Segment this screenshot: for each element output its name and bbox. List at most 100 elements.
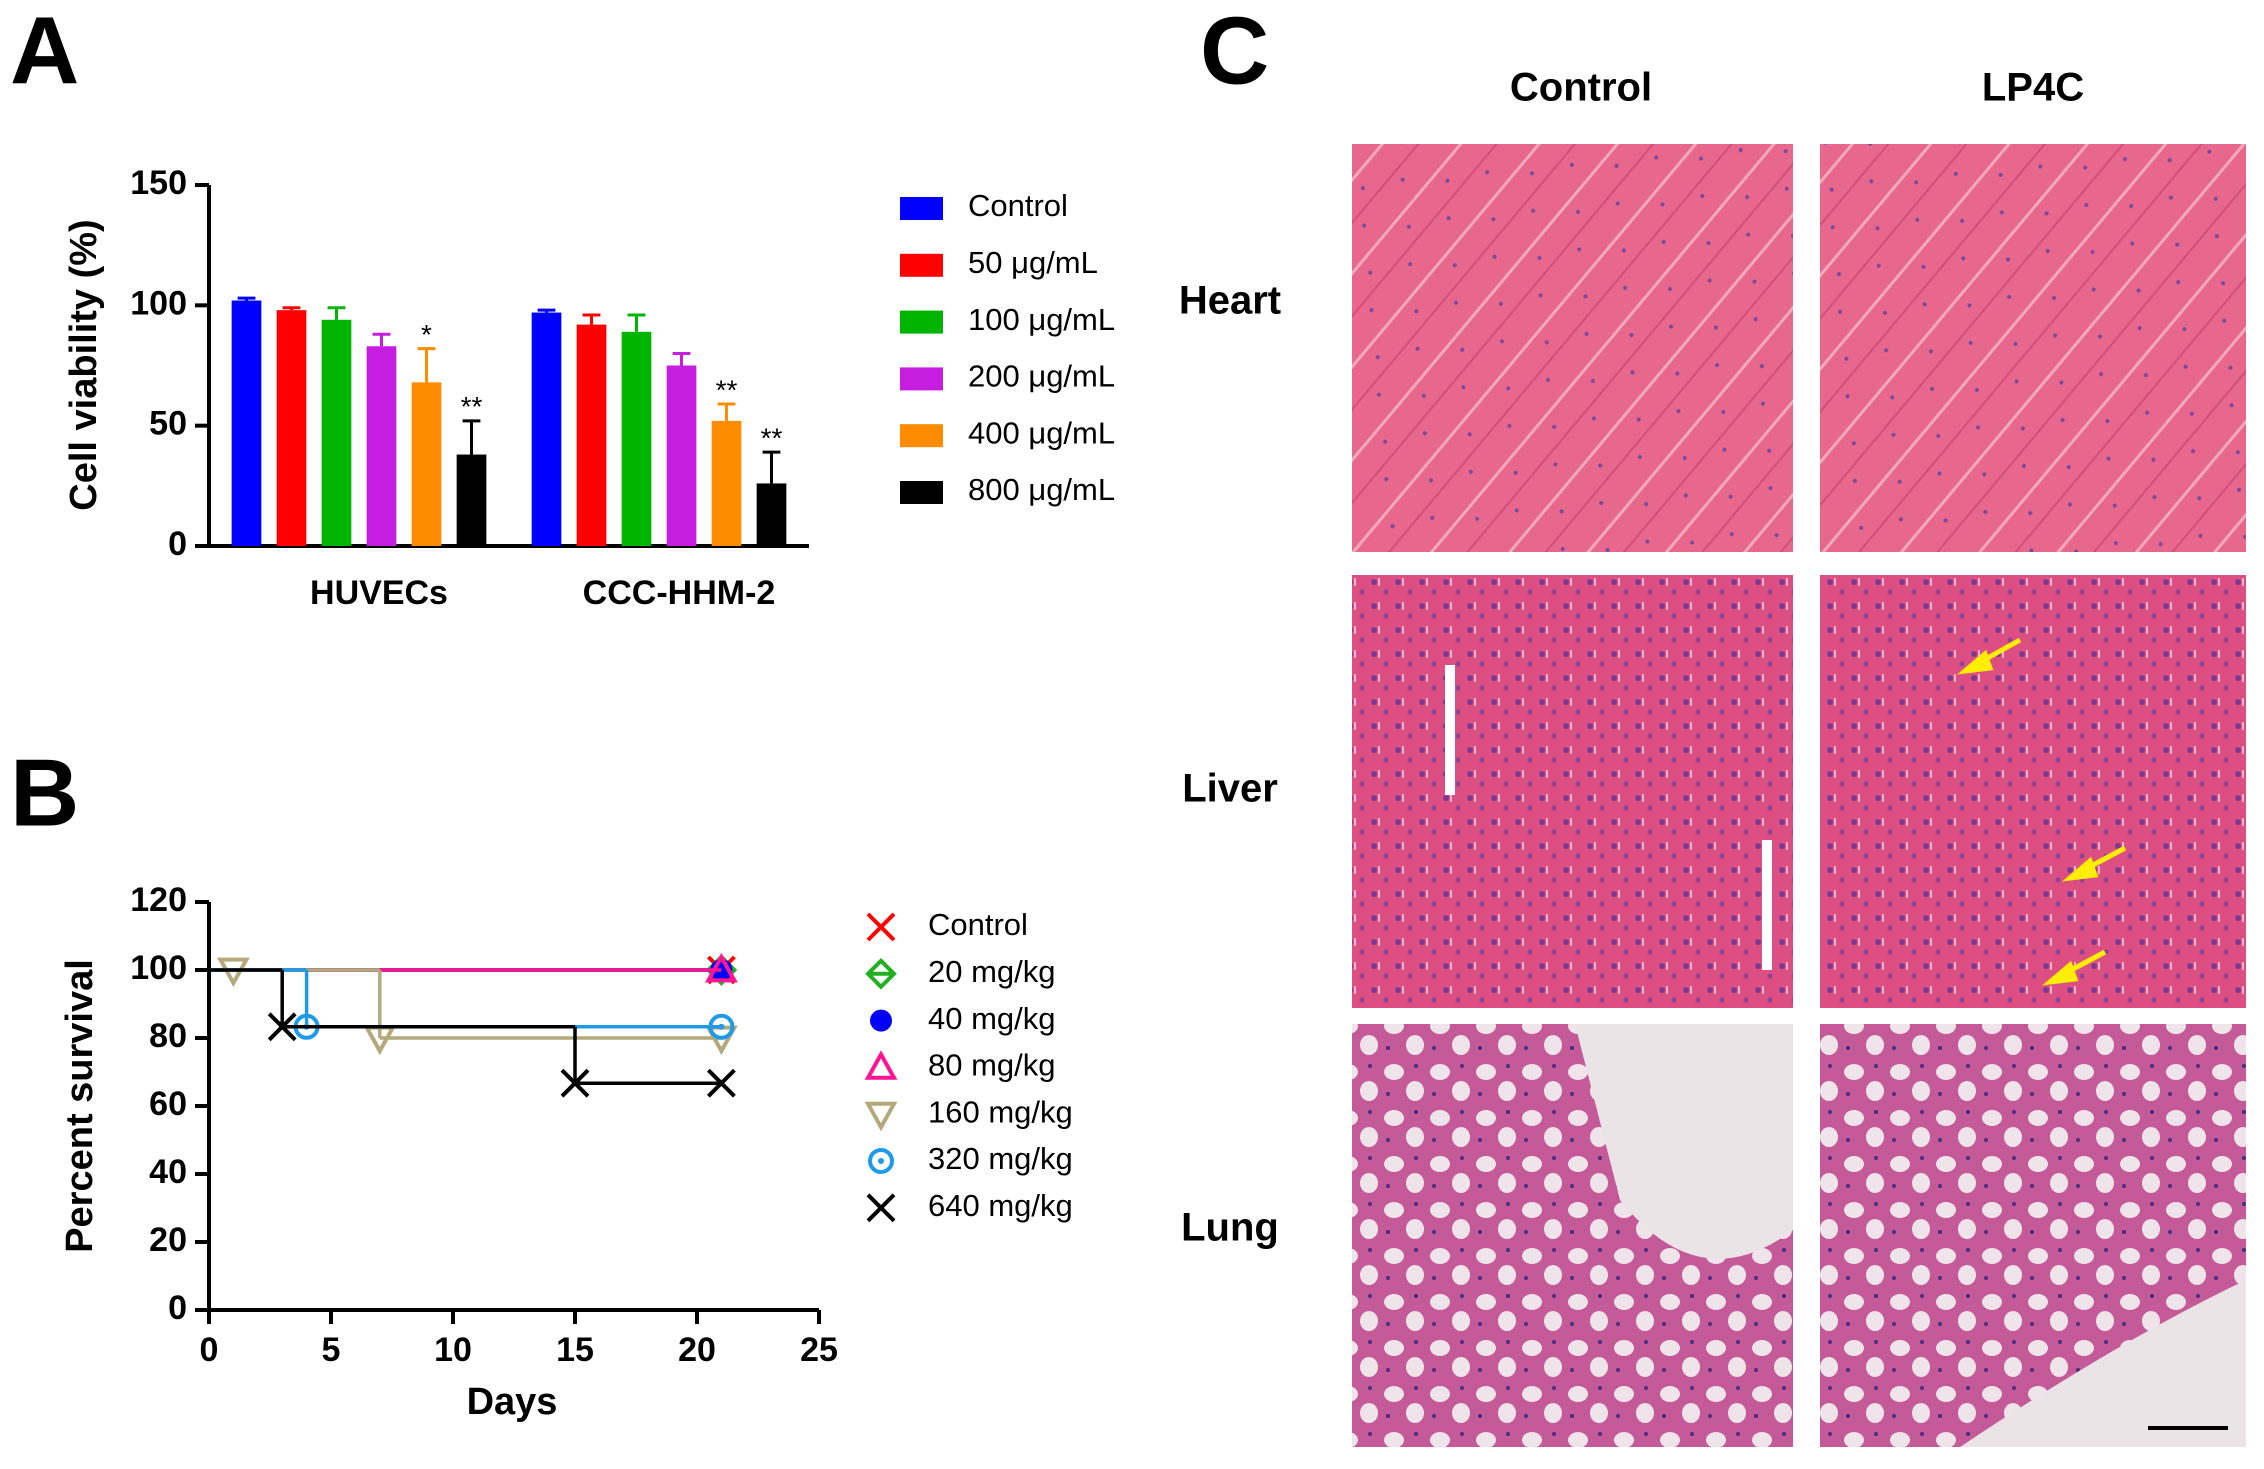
significance: * — [421, 319, 432, 350]
legend-swatch — [900, 253, 943, 277]
significance: ** — [761, 423, 783, 454]
y-tick-label: 150 — [130, 164, 187, 202]
vessel — [1762, 840, 1772, 970]
legend-label: 80 mg/kg — [928, 1048, 1056, 1083]
legend-label: 400 μg/mL — [968, 415, 1115, 450]
y-tick-label: 20 — [149, 1221, 187, 1259]
x-tick-label: 0 — [200, 1331, 219, 1369]
x-tick-label: HUVECs — [310, 574, 448, 612]
liver-control-image — [1352, 575, 1793, 1008]
legend-swatch — [900, 367, 943, 391]
legend-label: 800 μg/mL — [968, 472, 1115, 507]
x-tick-label: 25 — [800, 1331, 838, 1369]
marker — [866, 912, 896, 942]
legend-swatch — [900, 481, 943, 504]
x-tick-label: 10 — [434, 1331, 472, 1369]
bar — [411, 382, 442, 546]
legend-label: 40 mg/kg — [928, 1001, 1056, 1036]
error-bar — [627, 313, 646, 332]
legend-label: 20 mg/kg — [928, 954, 1056, 989]
error-bar — [372, 332, 391, 347]
error-bar — [537, 308, 556, 313]
marker — [267, 1012, 297, 1042]
y-tick-label: 100 — [130, 949, 187, 987]
bar — [231, 300, 262, 546]
marker — [864, 1050, 898, 1080]
x-tick-label: 5 — [322, 1331, 341, 1369]
legend-swatch — [900, 197, 943, 220]
y-tick-label: 0 — [168, 1289, 187, 1327]
marker — [866, 1193, 896, 1223]
bar — [576, 324, 607, 546]
x-tick-label: 15 — [556, 1331, 594, 1369]
vessel — [1445, 665, 1455, 795]
y-tick-label: 80 — [149, 1017, 187, 1055]
lung-lumen — [1960, 1280, 2246, 1447]
y-tick-label: 100 — [130, 284, 187, 322]
error-bar — [417, 347, 436, 383]
liver-lp4c-image — [1820, 575, 2246, 1008]
legend-swatch — [900, 310, 943, 334]
column-title: Control — [1510, 66, 1652, 110]
bar — [531, 312, 562, 546]
row-label: Liver — [1182, 767, 1278, 811]
marker — [870, 1009, 892, 1032]
marker — [864, 1101, 898, 1132]
legend-label: 160 mg/kg — [928, 1094, 1073, 1129]
error-bar — [582, 313, 601, 325]
error-bar — [282, 306, 301, 311]
bar — [666, 365, 697, 546]
significance: ** — [461, 391, 483, 422]
y-tick-label: 60 — [149, 1085, 187, 1123]
x-axis-label: Days — [467, 1381, 558, 1423]
y-axis-label: Percent survival — [59, 959, 101, 1253]
error-bar — [462, 419, 481, 455]
histology-panel — [1352, 144, 2246, 1447]
x-tick-label: CCC-HHM-2 — [583, 574, 776, 612]
legend-label: 50 μg/mL — [968, 245, 1098, 280]
significance: ** — [716, 374, 738, 405]
panel-letter: B — [10, 739, 79, 846]
legend-label: 100 μg/mL — [968, 302, 1115, 337]
row-label: Lung — [1181, 1206, 1279, 1250]
lung-lumen — [1575, 1024, 1793, 1259]
legend-label: 200 μg/mL — [968, 359, 1115, 394]
marker — [705, 952, 738, 983]
y-tick-label: 40 — [149, 1153, 187, 1191]
legend-swatch — [900, 424, 943, 448]
bar — [366, 346, 397, 546]
marker — [708, 1013, 735, 1040]
panel-letter: A — [10, 0, 79, 104]
bar — [321, 319, 352, 546]
column-title: LP4C — [1982, 66, 2084, 110]
row-label: Heart — [1179, 279, 1281, 323]
arrows — [1957, 637, 2127, 986]
error-bar — [717, 402, 736, 421]
error-bar — [327, 306, 346, 320]
y-axis-label: Cell viability (%) — [63, 219, 105, 510]
bar — [621, 331, 652, 546]
y-tick-label: 50 — [149, 405, 187, 443]
error-bar — [237, 296, 256, 301]
error-bar — [762, 450, 781, 484]
legend-label: Control — [968, 188, 1068, 223]
legend-label: 640 mg/kg — [928, 1188, 1073, 1223]
error-bar — [672, 351, 691, 366]
legend-label: Control — [928, 907, 1028, 942]
x-tick-label: 20 — [678, 1331, 716, 1369]
y-tick-label: 120 — [130, 881, 187, 919]
marker — [868, 1148, 894, 1174]
bar — [276, 310, 307, 546]
bar — [456, 454, 487, 546]
bar — [756, 483, 787, 546]
heart-control-image — [1352, 144, 1793, 552]
marker — [560, 1068, 590, 1098]
y-tick-label: 0 — [168, 525, 187, 563]
heart-lp4c-image — [1820, 144, 2246, 552]
panel-letter: C — [1200, 0, 1269, 104]
bar — [711, 420, 742, 546]
legend-label: 320 mg/kg — [928, 1141, 1073, 1176]
marker — [865, 957, 897, 990]
marker — [706, 1068, 736, 1098]
